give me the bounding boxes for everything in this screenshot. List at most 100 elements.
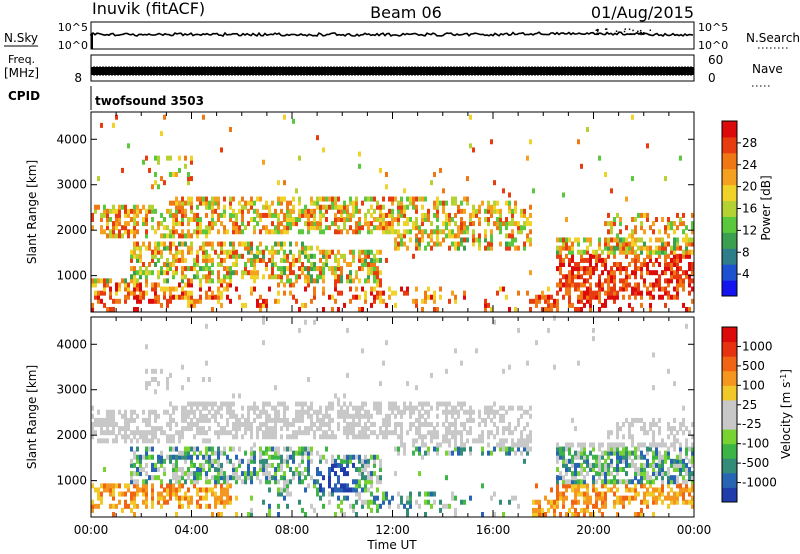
colorbar-tick-label: -500 [742, 456, 769, 470]
heatmap-cell [424, 422, 427, 427]
colorbar-swatch [722, 399, 737, 415]
heatmap-cell [145, 385, 148, 391]
heatmap-cell [106, 282, 109, 288]
heatmap-cell [499, 286, 502, 292]
heatmap-cell [331, 430, 334, 436]
heatmap-cell [652, 462, 655, 468]
heatmap-cell [334, 462, 337, 468]
heatmap-cell [499, 229, 502, 235]
heatmap-cell [508, 204, 511, 210]
heatmap-cell [370, 302, 373, 308]
heatmap-cell [658, 495, 661, 501]
heatmap-cell [571, 253, 574, 259]
heatmap-cell [598, 245, 601, 251]
heatmap-cell [385, 491, 388, 497]
heatmap-cell [418, 229, 421, 235]
heatmap-cell [157, 249, 160, 255]
heatmap-cell [364, 409, 367, 415]
heatmap-cell [355, 286, 358, 292]
heatmap-cell [625, 245, 628, 251]
heatmap-cell [493, 319, 496, 325]
heatmap-cell [130, 266, 133, 272]
heatmap-cell [676, 294, 679, 300]
heatmap-cell [310, 450, 313, 456]
heatmap-cell [226, 409, 229, 415]
heatmap-cell [235, 253, 238, 259]
heatmap-cell [298, 446, 301, 452]
heatmap-cell [220, 450, 223, 456]
heatmap-cell [157, 155, 160, 161]
heatmap-cell [325, 422, 328, 427]
heatmap-cell [349, 487, 352, 493]
heatmap-cell [187, 401, 190, 407]
heatmap-cell [100, 122, 103, 128]
heatmap-cell [664, 471, 667, 477]
heatmap-cell [448, 430, 451, 436]
heatmap-cell [451, 434, 454, 440]
heatmap-cell [148, 438, 151, 444]
heatmap-cell [526, 446, 529, 452]
heatmap-cell [382, 422, 385, 427]
heatmap-cell [358, 479, 361, 485]
heatmap-cell [283, 471, 286, 477]
heatmap-cell [679, 282, 682, 288]
heatmap-cell [436, 401, 439, 407]
heatmap-cell [379, 467, 382, 472]
heatmap-cell [268, 503, 271, 509]
heatmap-cell [571, 462, 574, 468]
heatmap-cell [142, 483, 145, 489]
heatmap-cell [640, 290, 643, 296]
heatmap-cell [583, 302, 586, 308]
heatmap-cell [160, 430, 163, 436]
heatmap-cell [673, 467, 676, 472]
heatmap-cell [691, 471, 694, 477]
heatmap-cell [112, 426, 115, 432]
heatmap-cell [673, 426, 676, 432]
heatmap-cell [298, 217, 301, 222]
heatmap-cell [460, 438, 463, 444]
heatmap-cell [355, 274, 358, 280]
heatmap-cell [178, 483, 181, 489]
heatmap-cell [565, 446, 568, 452]
heatmap-cell [283, 270, 286, 276]
heatmap-cell [91, 212, 94, 218]
heatmap-cell [250, 257, 253, 263]
heatmap-cell [382, 360, 385, 366]
heatmap-cell [493, 422, 496, 427]
heatmap-cell [172, 491, 175, 497]
heatmap-cell [268, 204, 271, 210]
heatmap-cell [133, 307, 136, 312]
y-tick-label: 1000 [56, 474, 87, 488]
heatmap-cell [439, 442, 442, 448]
heatmap-cell [97, 487, 100, 493]
heatmap-cell [283, 282, 286, 288]
heatmap-cell [193, 229, 196, 235]
heatmap-cell [400, 495, 403, 501]
heatmap-cell [484, 229, 487, 235]
heatmap-cell [676, 282, 679, 288]
heatmap-cell [484, 237, 487, 243]
heatmap-cell [115, 290, 118, 296]
heatmap-cell [196, 475, 199, 481]
heatmap-cell [655, 446, 658, 452]
nsearch-point [629, 33, 632, 35]
heatmap-cell [313, 200, 316, 206]
heatmap-cell [130, 458, 133, 464]
heatmap-cell [184, 417, 187, 423]
heatmap-cell [241, 479, 244, 485]
heatmap-cell [208, 270, 211, 276]
heatmap-cell [379, 409, 382, 415]
heatmap-cell [340, 253, 343, 259]
heatmap-cell [367, 503, 370, 509]
heatmap-cell [160, 483, 163, 489]
heatmap-cell [283, 483, 286, 489]
heatmap-cell [403, 450, 406, 456]
heatmap-cell [457, 401, 460, 407]
heatmap-cell [598, 298, 601, 304]
heatmap-cell [256, 221, 259, 227]
heatmap-cell [163, 233, 166, 239]
heatmap-cell [616, 237, 619, 243]
heatmap-cell [109, 487, 112, 493]
heatmap-cell [577, 512, 580, 517]
heatmap-cell [223, 266, 226, 272]
